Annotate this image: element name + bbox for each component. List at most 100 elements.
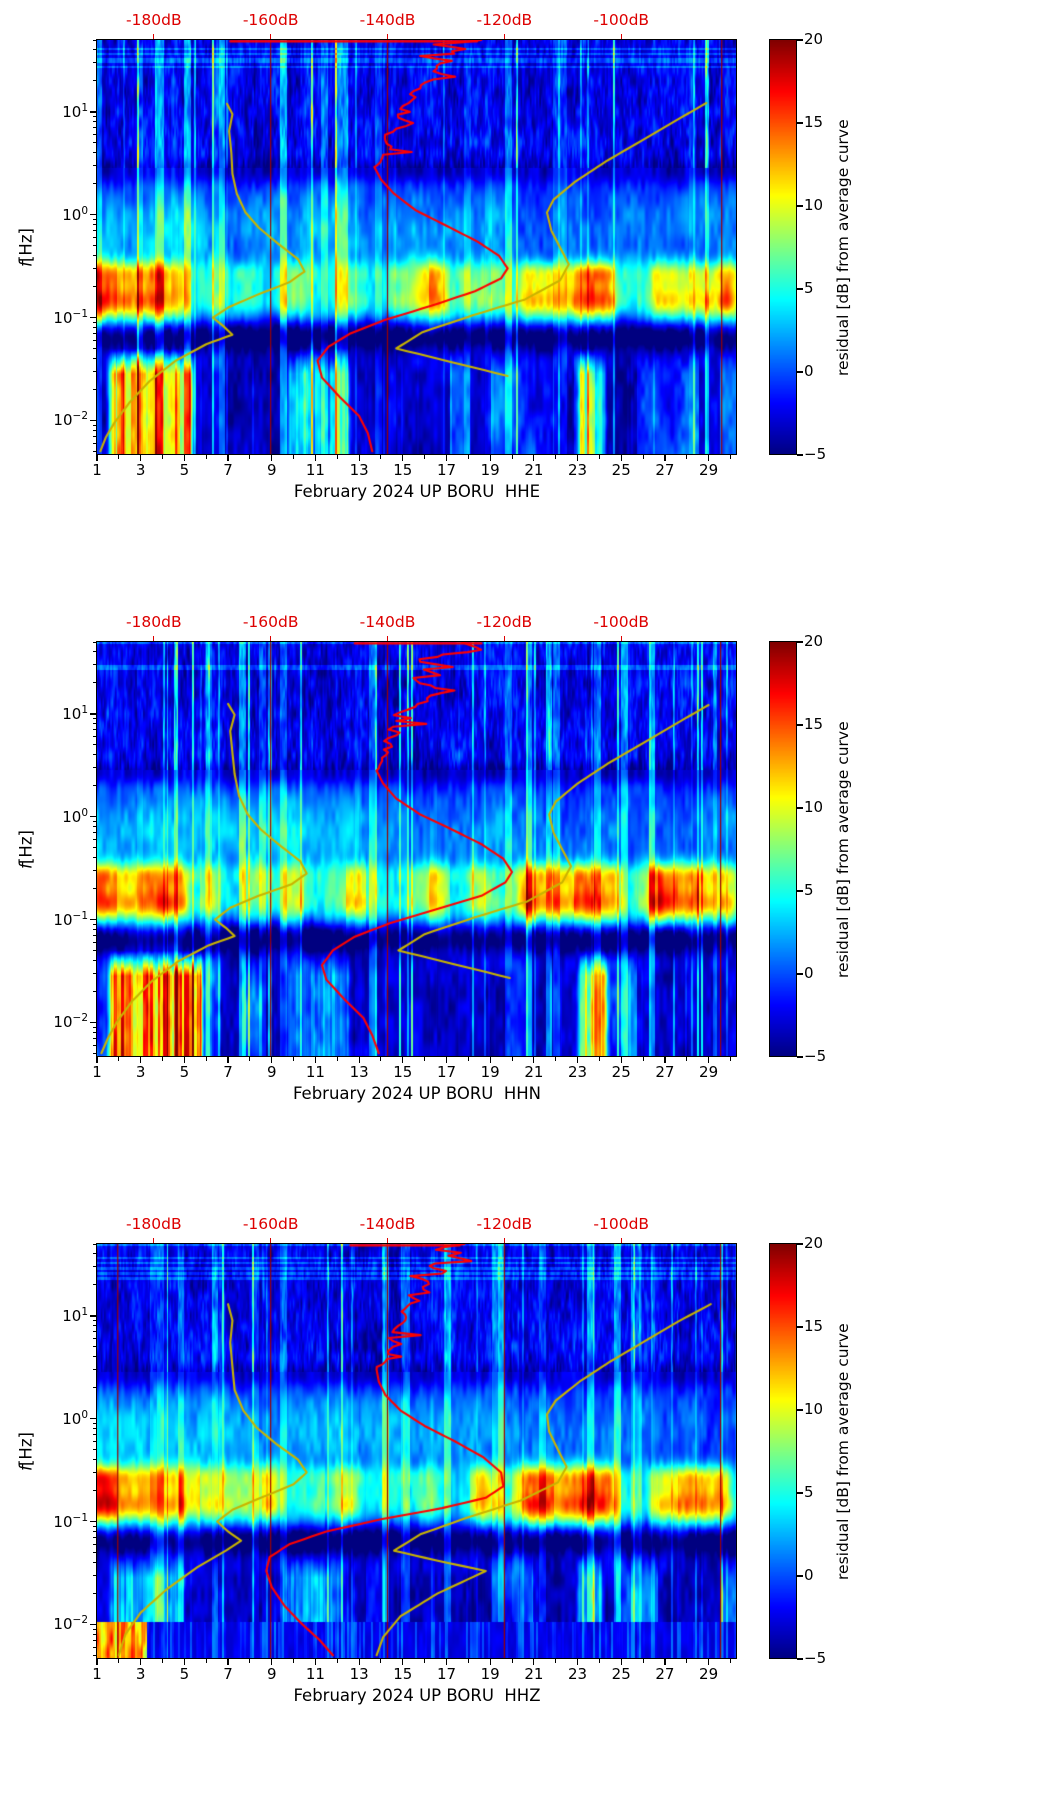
y-minor-tick <box>93 39 97 41</box>
top-db-label: -140dB <box>359 11 416 29</box>
y-minor-tick <box>93 888 97 890</box>
top-axis-tick <box>620 636 622 641</box>
top-axis-tick <box>270 636 272 641</box>
x-tick-label: 3 <box>135 461 146 479</box>
x-tick-label: 25 <box>611 461 631 479</box>
x-major-tick <box>314 1057 317 1063</box>
x-major-tick <box>489 455 491 461</box>
y-minor-tick <box>93 286 97 288</box>
x-axis-title: February 2024 UP BORU HHZ <box>293 1686 541 1705</box>
x-major-tick <box>445 1659 448 1665</box>
x-minor-tick <box>205 1057 207 1061</box>
x-major-tick <box>96 455 98 461</box>
top-axis-tick <box>386 636 389 641</box>
y-major-tick <box>90 316 97 319</box>
ylabel-symbol: f <box>16 261 36 268</box>
x-tick-label: 9 <box>266 461 277 479</box>
x-major-tick <box>489 1659 491 1665</box>
spectrogram-heatmap-hhz <box>97 1244 737 1659</box>
y-major-tick <box>90 816 97 818</box>
x-tick-label: 27 <box>655 461 675 479</box>
x-tick-label: 23 <box>567 1665 588 1683</box>
colorbar-title: residual [dB] from average curve <box>834 119 852 376</box>
x-minor-tick <box>162 1659 164 1663</box>
ylabel-symbol: f <box>16 863 36 870</box>
y-minor-tick <box>93 357 97 359</box>
top-axis-tick <box>503 1238 505 1243</box>
top-axis-tick <box>503 34 505 39</box>
x-tick-label: 23 <box>567 461 588 479</box>
y-minor-tick <box>93 321 97 323</box>
x-major-tick <box>533 1659 535 1665</box>
y-minor-tick <box>93 1525 97 1527</box>
colorbar-tick-label: 15 <box>804 1317 824 1335</box>
x-minor-tick <box>293 1057 295 1061</box>
x-tick-label: 23 <box>567 1063 588 1081</box>
y-major-tick <box>90 1315 97 1317</box>
y-minor-tick <box>93 1628 97 1630</box>
x-minor-tick <box>380 1057 382 1061</box>
top-axis-tick <box>270 1238 272 1243</box>
colorbar-tick-label: 20 <box>804 30 824 48</box>
y-minor-tick <box>93 1471 97 1473</box>
top-axis-tick <box>503 636 505 641</box>
colorbar-tick-label: 0 <box>804 964 814 982</box>
x-tick-label: 15 <box>393 1063 413 1081</box>
x-minor-tick <box>729 1659 731 1663</box>
y-minor-tick <box>93 450 97 452</box>
x-minor-tick <box>467 455 469 459</box>
y-minor-tick <box>93 1633 97 1635</box>
colorbar-tick <box>797 973 803 975</box>
x-minor-tick <box>424 455 426 459</box>
x-tick-label: 21 <box>524 1665 544 1683</box>
x-tick-label: 17 <box>436 1665 457 1683</box>
colorbar-tick <box>797 1492 803 1494</box>
x-major-tick <box>402 1057 404 1063</box>
x-minor-tick <box>598 1057 600 1061</box>
top-db-label: -180dB <box>125 613 182 631</box>
y-minor-tick <box>93 651 97 653</box>
y-minor-tick <box>93 1574 97 1576</box>
colorbar-tick-label: 5 <box>804 881 814 899</box>
y-major-tick <box>90 713 97 715</box>
y-minor-tick <box>93 1440 97 1442</box>
x-major-tick <box>402 1659 404 1665</box>
y-minor-tick <box>93 847 97 849</box>
top-db-label: -120dB <box>476 11 533 29</box>
y-minor-tick <box>93 1434 97 1436</box>
y-minor-tick <box>93 1551 97 1553</box>
x-tick-label: 11 <box>305 461 325 479</box>
y-major-tick <box>90 111 97 113</box>
x-minor-tick <box>467 1057 469 1061</box>
y-tick-label: 101 <box>62 101 88 121</box>
x-minor-tick <box>555 455 557 459</box>
x-major-tick <box>183 1057 185 1063</box>
x-tick-label: 5 <box>179 1063 190 1081</box>
y-minor-tick <box>93 1543 97 1545</box>
y-minor-tick <box>93 744 97 746</box>
top-axis-tick <box>270 34 272 39</box>
spectrogram-panel-hhe: February 2024 UP BORU HHE f [Hz] residua… <box>0 0 1052 602</box>
y-minor-tick <box>93 134 97 136</box>
x-major-tick <box>576 1659 579 1665</box>
y-minor-tick <box>93 869 97 871</box>
colorbar-tick <box>797 890 803 892</box>
y-minor-tick <box>93 682 97 684</box>
colorbar-tick-label: 0 <box>804 1566 814 1584</box>
y-minor-tick <box>93 1284 97 1286</box>
x-tick-label: 29 <box>699 461 719 479</box>
y-minor-tick <box>93 1536 97 1538</box>
ylabel-units: [Hz] <box>16 227 36 262</box>
top-axis-tick <box>153 34 155 39</box>
colorbar-tick-label: 15 <box>804 715 824 733</box>
x-minor-tick <box>249 1057 251 1061</box>
x-major-tick <box>620 455 622 461</box>
y-minor-tick <box>93 326 97 328</box>
x-tick-label: 15 <box>393 461 413 479</box>
x-major-tick <box>664 455 666 461</box>
x-major-tick <box>227 1057 229 1063</box>
colorbar-gradient <box>770 40 797 455</box>
y-tick-label: 10−2 <box>53 1012 88 1032</box>
x-major-tick <box>140 1057 142 1063</box>
colorbar-tick-label: 10 <box>804 196 824 214</box>
